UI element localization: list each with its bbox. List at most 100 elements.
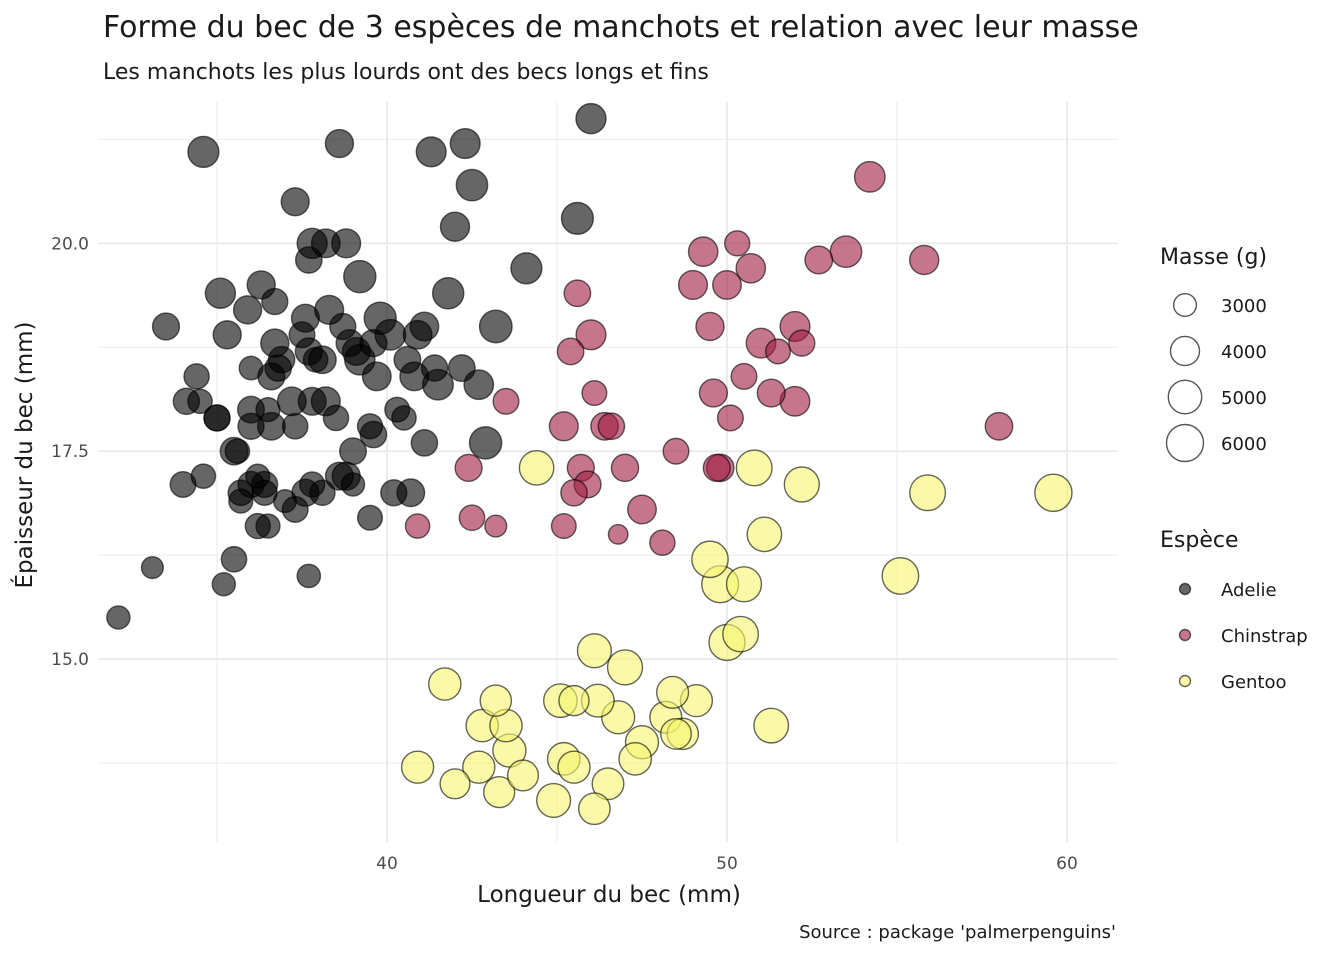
data-point-chinstrap — [458, 504, 486, 532]
data-point-adelie — [356, 504, 384, 531]
data-point-adelie — [359, 328, 388, 358]
data-point-adelie — [409, 311, 440, 342]
data-point-chinstrap — [695, 311, 725, 342]
data-point-adelie — [211, 571, 237, 597]
species-legend-key-gentoo — [1178, 674, 1192, 688]
data-point-adelie — [302, 346, 329, 373]
size-legend: Masse (g) 3000 4000 5000 6000 — [1160, 245, 1267, 463]
data-point-chinstrap — [550, 513, 577, 540]
data-point-chinstrap — [788, 329, 816, 357]
data-point-gentoo — [783, 466, 820, 503]
data-point-adelie — [391, 405, 417, 431]
x-axis-label: Longueur du bec (mm) — [477, 882, 741, 908]
species-legend-label: Chinstrap — [1221, 626, 1308, 647]
data-point-adelie — [280, 187, 310, 217]
data-point-chinstrap — [662, 437, 690, 465]
data-point-chinstrap — [454, 453, 483, 482]
size-legend-key — [1172, 292, 1198, 318]
data-point-adelie — [380, 479, 408, 507]
data-point-chinstrap — [716, 404, 744, 432]
data-point-adelie — [228, 488, 254, 514]
data-point-adelie — [255, 396, 281, 423]
data-point-chinstrap — [556, 337, 585, 366]
data-point-gentoo — [1034, 473, 1073, 513]
data-point-adelie — [187, 388, 213, 415]
data-point-gentoo — [479, 684, 513, 717]
data-point-adelie — [237, 412, 265, 440]
data-point-gentoo — [506, 759, 540, 792]
data-point-chinstrap — [597, 412, 626, 441]
data-point-adelie — [238, 355, 264, 381]
data-point-adelie — [220, 545, 248, 573]
size-legend-label: 5000 — [1221, 388, 1267, 409]
size-legend-label: 6000 — [1221, 434, 1267, 455]
data-point-chinstrap — [627, 494, 657, 525]
size-legend-key — [1167, 379, 1203, 415]
data-point-adelie — [232, 295, 263, 325]
data-point-adelie — [204, 277, 237, 309]
species-legend: Espèce Adelie Chinstrap Gentoo — [1160, 528, 1308, 693]
chart-title: Forme du bec de 3 espèces de manchots et… — [103, 10, 1139, 45]
data-point-chinstrap — [730, 362, 758, 390]
data-point-adelie — [560, 201, 595, 236]
data-point-gentoo — [439, 768, 471, 800]
data-point-adelie — [245, 463, 271, 489]
data-point-chinstrap — [756, 378, 786, 408]
data-point-chinstrap — [829, 235, 863, 269]
size-legend-key — [1165, 423, 1205, 463]
data-point-gentoo — [558, 684, 590, 717]
data-point-adelie — [255, 513, 281, 539]
data-point-gentoo — [576, 633, 613, 669]
data-point-adelie — [439, 211, 471, 242]
data-point-adelie — [431, 276, 465, 310]
data-point-adelie — [410, 429, 439, 457]
data-point-adelie — [510, 252, 543, 285]
y-axis-ticks: 15.0 17.5 20.0 — [51, 234, 89, 670]
chart-caption: Source : package 'palmerpenguins' — [799, 922, 1116, 943]
data-point-chinstrap — [575, 319, 607, 351]
data-point-adelie — [329, 312, 357, 341]
data-point-adelie — [420, 354, 449, 382]
data-point-gentoo — [483, 775, 516, 809]
data-point-adelie — [288, 321, 316, 349]
data-point-chinstrap — [724, 230, 751, 257]
data-point-adelie — [190, 463, 217, 490]
data-point-adelie — [261, 287, 289, 316]
data-point-adelie — [575, 102, 607, 135]
data-point-gentoo — [660, 717, 692, 750]
data-point-chinstrap — [560, 478, 588, 507]
data-point-chinstrap — [563, 279, 592, 308]
data-point-chinstrap — [804, 245, 834, 275]
data-point-gentoo — [909, 474, 947, 512]
data-point-gentoo — [881, 556, 920, 595]
data-point-chinstrap — [492, 387, 520, 415]
data-point-gentoo — [725, 566, 763, 603]
data-point-adelie — [281, 412, 309, 440]
data-point-adelie — [272, 489, 298, 514]
data-point-gentoo — [578, 792, 611, 826]
x-tick-label: 40 — [376, 854, 398, 874]
data-point-chinstrap — [908, 244, 940, 276]
data-point-gentoo — [557, 750, 591, 784]
x-tick-label: 50 — [716, 854, 738, 874]
species-legend-key-chinstrap — [1178, 628, 1192, 642]
data-point-gentoo — [735, 449, 773, 487]
y-axis-label: Épaisseur du bec (mm) — [10, 321, 38, 588]
y-tick-label: 17.5 — [51, 442, 89, 462]
species-legend-label: Gentoo — [1221, 672, 1287, 693]
x-axis-ticks: 40 50 60 — [376, 854, 1078, 874]
data-point-gentoo — [753, 707, 790, 744]
data-point-adelie — [296, 563, 322, 589]
data-point-chinstrap — [649, 529, 676, 556]
data-point-gentoo — [655, 675, 690, 709]
data-point-chinstrap — [581, 379, 608, 407]
data-point-adelie — [322, 404, 350, 432]
species-legend-label: Adelie — [1221, 580, 1277, 601]
data-point-adelie — [294, 246, 323, 274]
data-point-gentoo — [722, 615, 760, 653]
data-point-chinstrap — [548, 411, 579, 442]
data-point-adelie — [356, 413, 384, 440]
data-point-chinstrap — [607, 523, 629, 545]
data-point-adelie — [151, 312, 181, 341]
data-point-gentoo — [618, 741, 653, 776]
